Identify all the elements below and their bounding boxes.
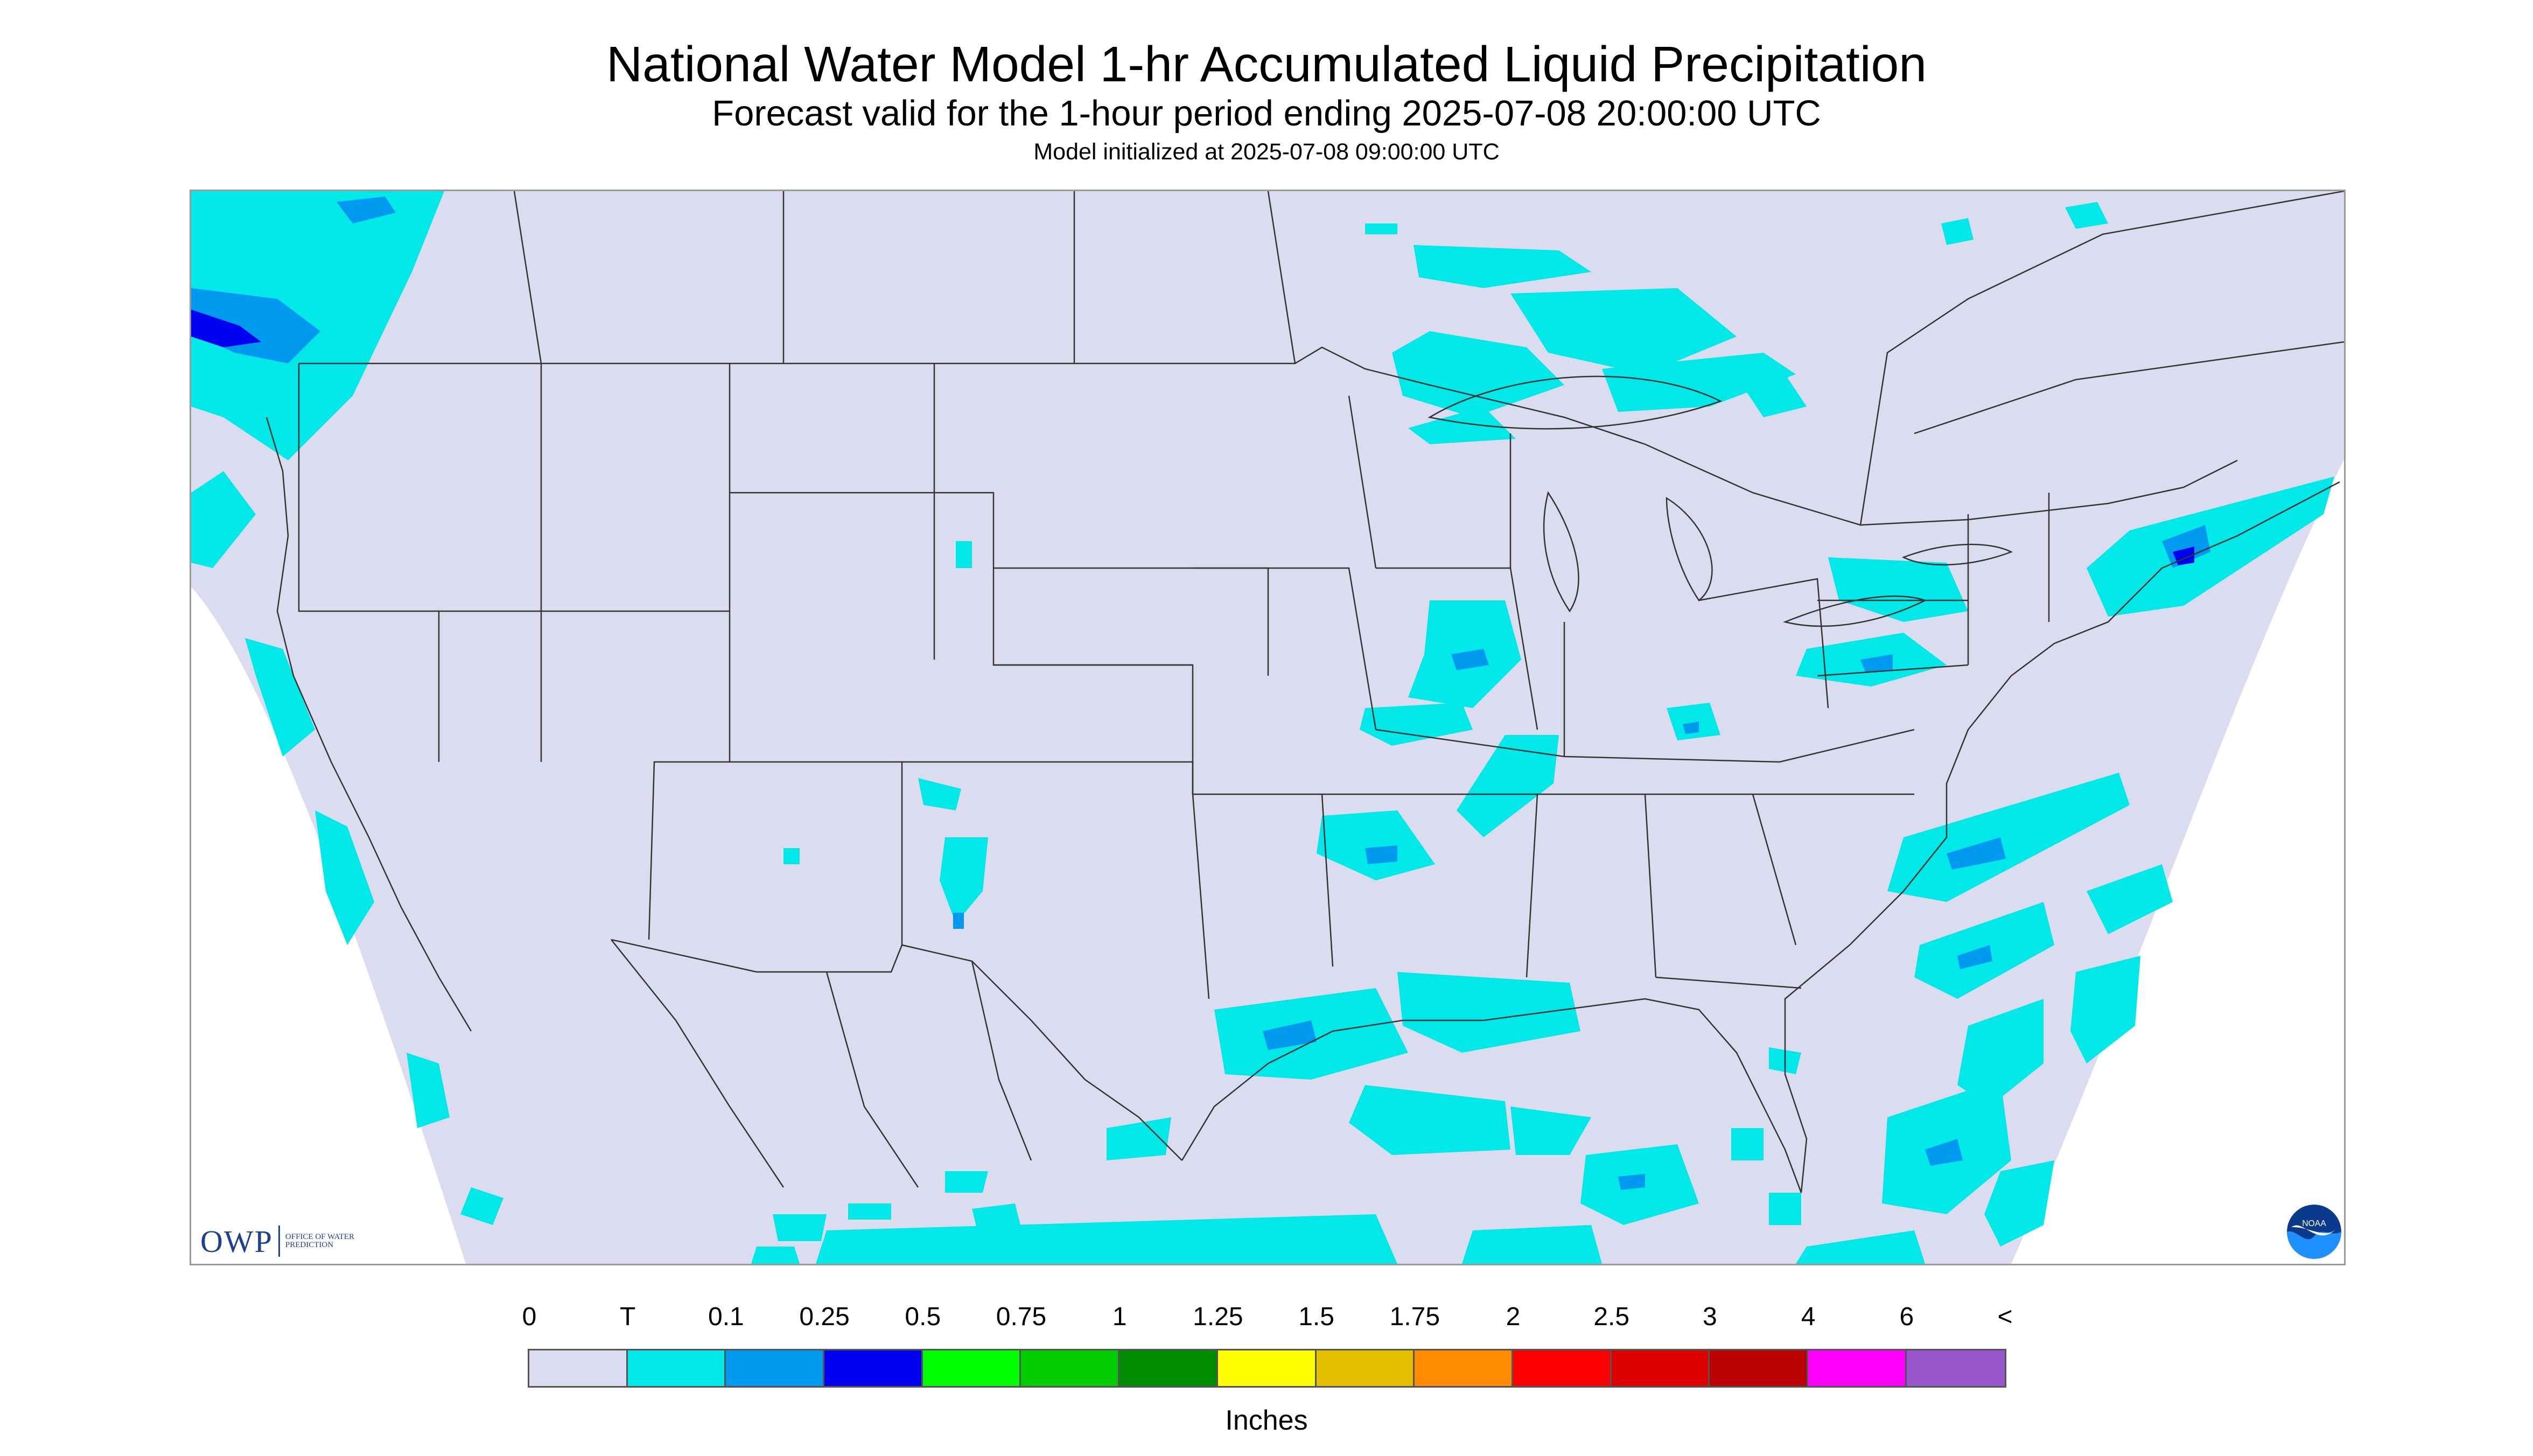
- legend-swatch: [1611, 1350, 1710, 1386]
- legend-swatch: [1710, 1350, 1808, 1386]
- map-subtitle: Forecast valid for the 1-hour period end…: [712, 93, 1821, 134]
- legend-tick-label: 1.25: [1193, 1303, 1243, 1331]
- legend-swatch: [1808, 1350, 1907, 1386]
- precipitation-map: [190, 190, 2346, 1265]
- legend-swatch: [529, 1350, 628, 1386]
- noaa-logo-text: NOAA: [2302, 1219, 2326, 1228]
- legend-swatch: [1513, 1350, 1612, 1386]
- owp-logo: OWP OFFICE OF WATER PREDICTION: [200, 1223, 366, 1259]
- legend-tick-label: 0.75: [996, 1303, 1047, 1331]
- legend-tick-label: 0.1: [708, 1303, 744, 1331]
- legend-swatch: [1906, 1350, 2005, 1386]
- legend-tick-label: 6: [1899, 1303, 1914, 1331]
- legend-swatch: [1316, 1350, 1415, 1386]
- model-init-time: Model initialized at 2025-07-08 09:00:00…: [1033, 139, 1500, 165]
- legend-tick-label: 2: [1506, 1303, 1521, 1331]
- legend-tick-label: 1: [1112, 1303, 1127, 1331]
- legend-tick-label: 0: [522, 1303, 537, 1331]
- legend-tick-label: 3: [1703, 1303, 1717, 1331]
- legend-swatch: [1415, 1350, 1513, 1386]
- legend-tick-label: 1.5: [1298, 1303, 1334, 1331]
- map-title: National Water Model 1-hr Accumulated Li…: [606, 36, 1927, 92]
- model-domain: [191, 191, 2344, 1264]
- owp-logo-subtitle: OFFICE OF WATER PREDICTION: [285, 1233, 354, 1249]
- legend-swatch: [1021, 1350, 1120, 1386]
- legend-tick-label: 1.75: [1389, 1303, 1440, 1331]
- owp-logo-divider: [278, 1226, 280, 1257]
- legend-swatch: [627, 1350, 726, 1386]
- owp-logo-text: OWP: [200, 1223, 273, 1259]
- legend-tick-label: 0.5: [905, 1303, 941, 1331]
- legend-tick-label: T: [620, 1303, 636, 1331]
- legend-swatch: [1119, 1350, 1218, 1386]
- precipitation-areas: [191, 191, 2334, 1264]
- legend-tick-label: 4: [1801, 1303, 1816, 1331]
- map-canvas: [191, 191, 2344, 1264]
- legend-color-bar: [528, 1349, 2007, 1388]
- legend-swatch: [922, 1350, 1021, 1386]
- legend-tick-label: <: [1997, 1303, 2013, 1331]
- noaa-logo: NOAA: [2287, 1205, 2341, 1259]
- legend-swatch: [1217, 1350, 1317, 1386]
- legend-tick-label: 0.25: [799, 1303, 850, 1331]
- legend-labels: 0 T 0.1 0.25 0.5 0.75 1 1.25 1.5 1.75 2 2.5 3 4 6 <: [0, 1302, 2533, 1334]
- state-boundaries: [265, 191, 2344, 1193]
- legend-tick-label: 2.5: [1593, 1303, 1630, 1331]
- legend-swatch: [726, 1350, 825, 1386]
- legend-swatch: [824, 1350, 923, 1386]
- legend-unit: Inches: [1225, 1405, 1308, 1436]
